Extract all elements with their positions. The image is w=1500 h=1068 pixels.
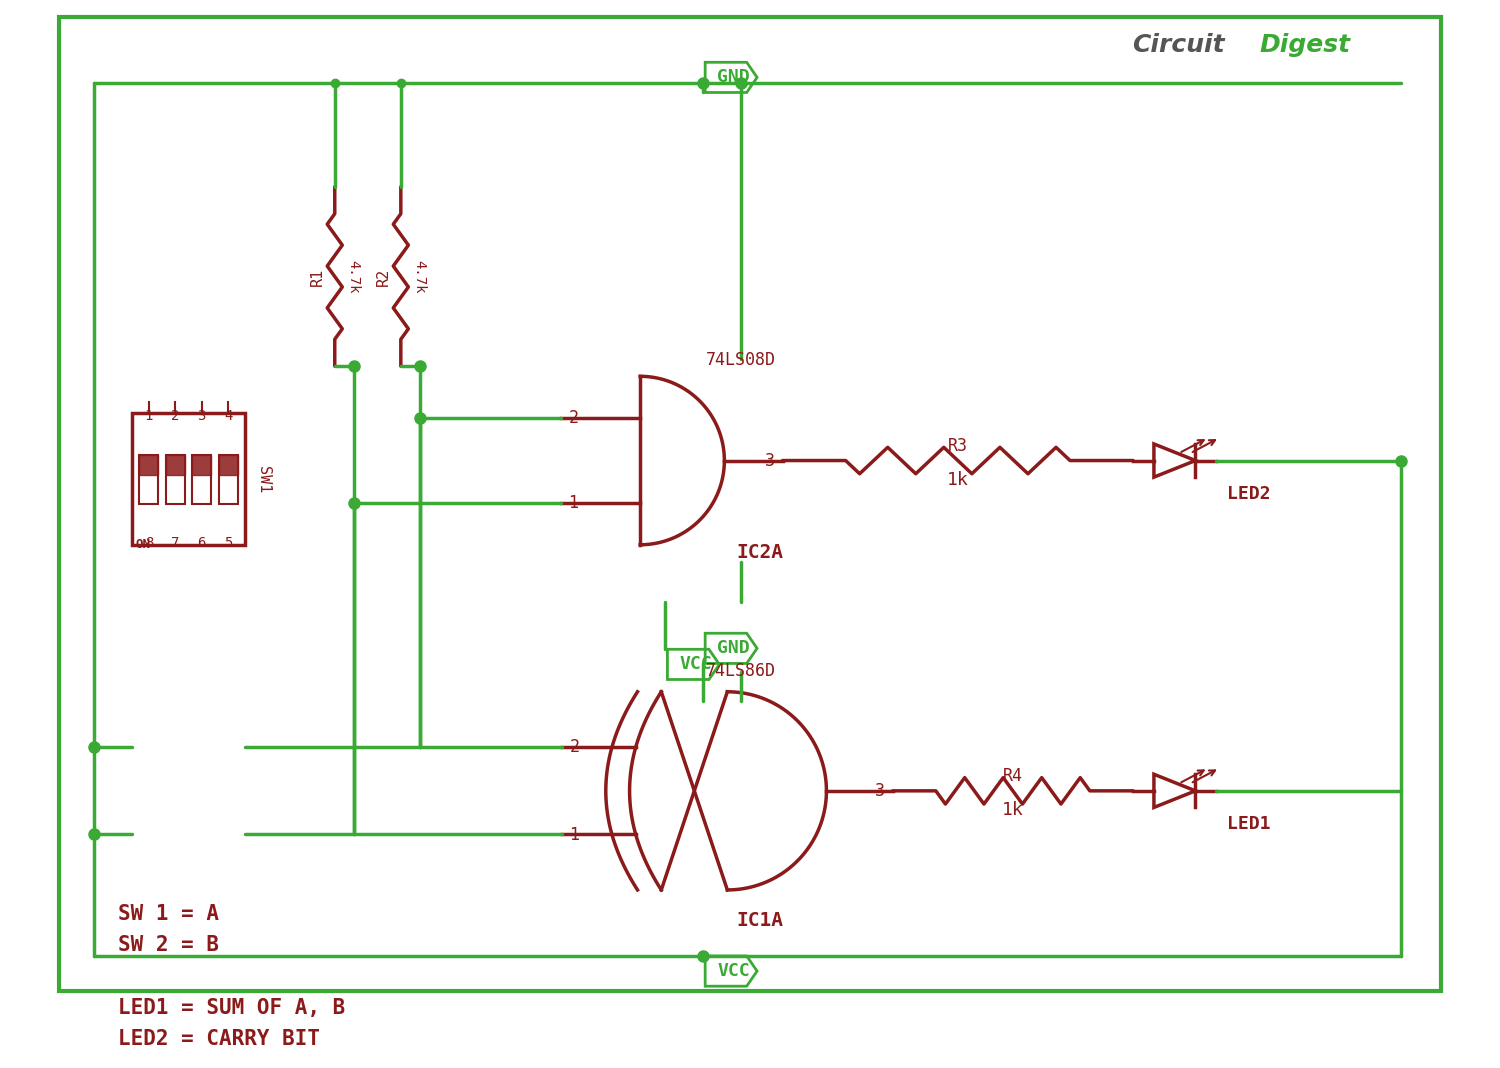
Text: LED1: LED1: [1227, 815, 1270, 833]
Text: 1: 1: [568, 494, 579, 512]
Text: 5: 5: [224, 536, 232, 550]
Text: GND: GND: [717, 68, 750, 87]
Text: 3: 3: [874, 782, 885, 800]
Bar: [132, 413, 244, 546]
Bar: [140, 455, 159, 475]
Text: VCC: VCC: [717, 962, 750, 980]
Text: 1k: 1k: [946, 471, 969, 489]
Text: 1k: 1k: [1002, 801, 1023, 819]
Text: R3: R3: [948, 437, 968, 455]
Text: 3: 3: [765, 452, 776, 470]
Text: Circuit: Circuit: [1132, 33, 1226, 58]
Bar: [219, 455, 237, 504]
Bar: [192, 455, 211, 504]
Text: SW 1 = A
SW 2 = B

LED1 = SUM OF A, B
LED2 = CARRY BIT: SW 1 = A SW 2 = B LED1 = SUM OF A, B LED…: [117, 905, 345, 1049]
Bar: [166, 455, 184, 475]
Text: VCC: VCC: [680, 656, 712, 674]
Text: SW1: SW1: [256, 466, 272, 493]
Text: ON: ON: [135, 538, 150, 551]
Text: R4: R4: [1004, 767, 1023, 785]
Bar: [192, 455, 211, 475]
Text: IC1A: IC1A: [736, 911, 783, 929]
Text: 74LS86D: 74LS86D: [705, 662, 776, 680]
Text: 1: 1: [570, 826, 579, 844]
Text: 4.7k: 4.7k: [413, 260, 426, 294]
Text: 7: 7: [171, 536, 180, 550]
Bar: [219, 455, 237, 475]
Text: 74LS08D: 74LS08D: [705, 351, 776, 370]
Text: 3: 3: [198, 409, 206, 423]
Text: 2: 2: [568, 409, 579, 427]
Text: Digest: Digest: [1260, 33, 1350, 58]
Bar: [140, 455, 159, 504]
Text: R1: R1: [310, 267, 326, 285]
Bar: [166, 455, 184, 504]
Text: 2: 2: [171, 409, 180, 423]
Text: 4.7k: 4.7k: [346, 260, 360, 294]
Text: 8: 8: [144, 536, 153, 550]
Text: IC2A: IC2A: [736, 543, 783, 562]
Text: GND: GND: [717, 640, 750, 657]
Text: 4: 4: [224, 409, 232, 423]
Text: 2: 2: [570, 738, 579, 756]
Text: R2: R2: [376, 267, 392, 285]
Text: 6: 6: [198, 536, 206, 550]
Text: LED2: LED2: [1227, 485, 1270, 503]
Text: 1: 1: [144, 409, 153, 423]
